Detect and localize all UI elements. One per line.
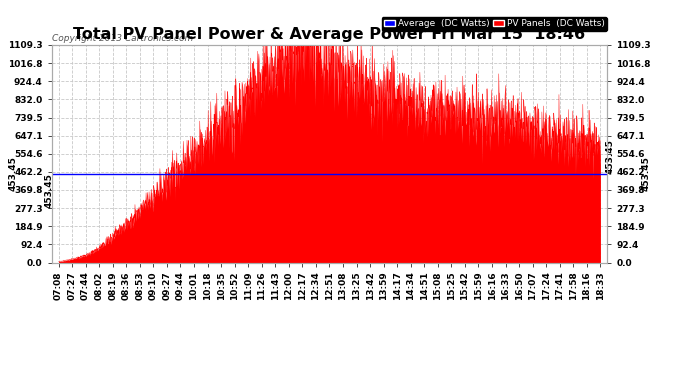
Text: Copyright 2013 Cartronics.com: Copyright 2013 Cartronics.com [52, 34, 193, 43]
Text: 453.45: 453.45 [606, 139, 615, 174]
Legend: Average  (DC Watts), PV Panels  (DC Watts): Average (DC Watts), PV Panels (DC Watts) [382, 17, 607, 31]
Text: 453.45: 453.45 [642, 156, 651, 191]
Title: Total PV Panel Power & Average Power Fri Mar 15  18:46: Total PV Panel Power & Average Power Fri… [73, 27, 586, 42]
Text: 453.45: 453.45 [44, 174, 53, 208]
Text: 453.45: 453.45 [8, 156, 17, 191]
